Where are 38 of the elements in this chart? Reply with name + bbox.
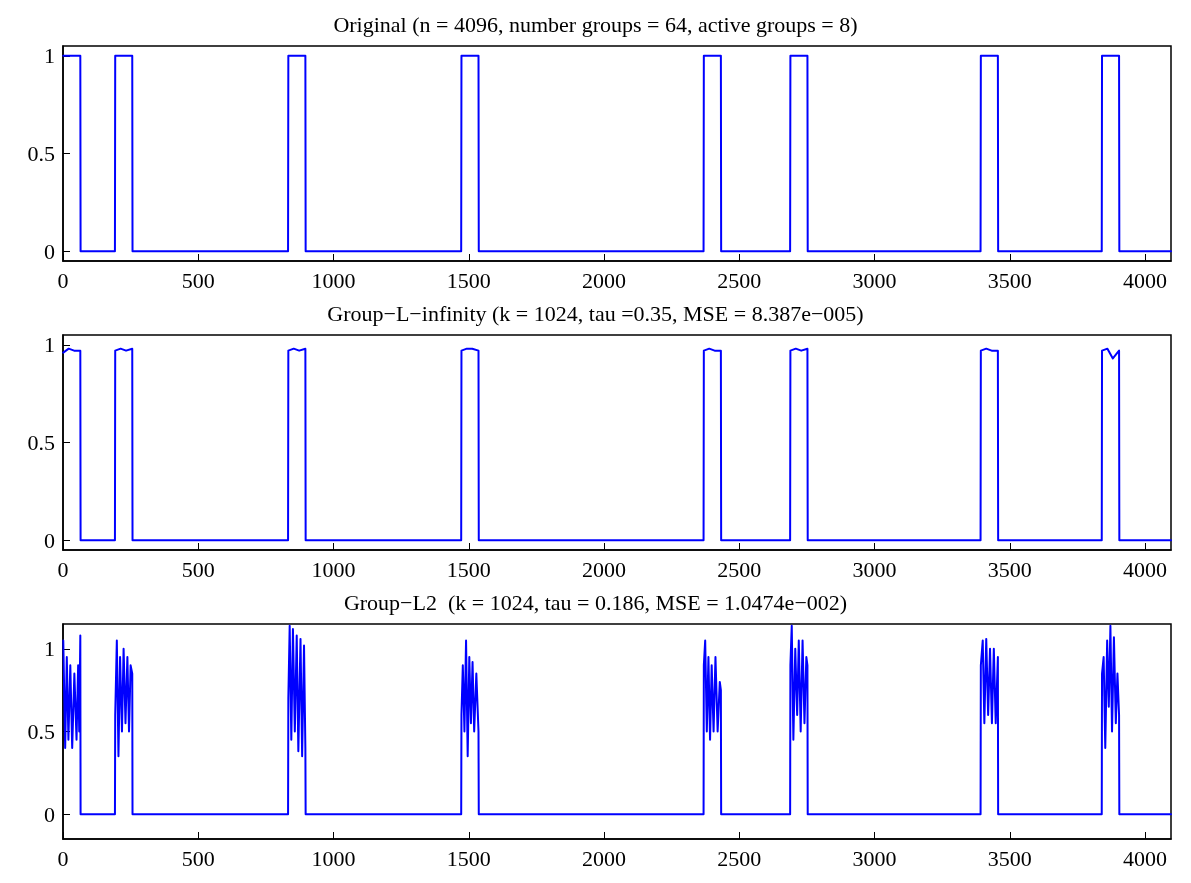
y-tick-label: 0 <box>44 801 55 827</box>
x-tick-label: 4000 <box>1123 267 1168 293</box>
x-tick-label: 500 <box>181 556 215 582</box>
x-tick-label: 1000 <box>311 845 356 871</box>
x-tick-label: 2000 <box>582 556 627 582</box>
x-tick-label: 2000 <box>582 267 627 293</box>
x-tick-label: 1000 <box>311 556 356 582</box>
y-tick-label: 0.5 <box>27 430 55 455</box>
y-tick-label: 0.5 <box>27 141 55 166</box>
x-tick-label: 3000 <box>852 267 897 293</box>
x-tick-label: 1000 <box>311 267 356 293</box>
x-tick-label: 2500 <box>717 556 762 582</box>
y-tick-label: 1 <box>44 636 55 662</box>
x-tick-label: 2000 <box>582 845 627 871</box>
y-tick-label: 0 <box>44 527 55 553</box>
x-tick-label: 500 <box>181 845 215 871</box>
chart-title: Group−L2 (k = 1024, tau = 0.186, MSE = 1.0474e−002) <box>343 589 848 615</box>
y-tick-label: 0.5 <box>27 719 55 744</box>
x-tick-label: 2500 <box>717 267 762 293</box>
line-series <box>62 624 1172 816</box>
x-tick-label: 3500 <box>987 556 1032 582</box>
y-tick-label: 1 <box>44 43 55 69</box>
x-tick-label: 1500 <box>446 845 491 871</box>
x-tick-label: 3500 <box>987 845 1032 871</box>
x-tick-label: 3000 <box>852 845 897 871</box>
x-tick-label: 4000 <box>1123 556 1168 582</box>
x-tick-label: 1500 <box>446 556 491 582</box>
x-tick-label: 2500 <box>717 845 762 871</box>
x-tick-label: 1500 <box>446 267 491 293</box>
chart-title: Original (n = 4096, number groups = 64, active groups = 8) <box>333 11 858 37</box>
line-series <box>62 347 1172 542</box>
y-tick-label: 1 <box>44 332 55 358</box>
x-tick-label: 3000 <box>852 556 897 582</box>
x-tick-label: 500 <box>181 267 215 293</box>
x-tick-label: 3500 <box>987 267 1032 293</box>
chart-title: Group−L−infinity (k = 1024, tau =0.35, MSE = 8.387e−005) <box>327 300 864 326</box>
x-tick-label: 4000 <box>1123 845 1168 871</box>
y-tick-label: 0 <box>44 238 55 264</box>
